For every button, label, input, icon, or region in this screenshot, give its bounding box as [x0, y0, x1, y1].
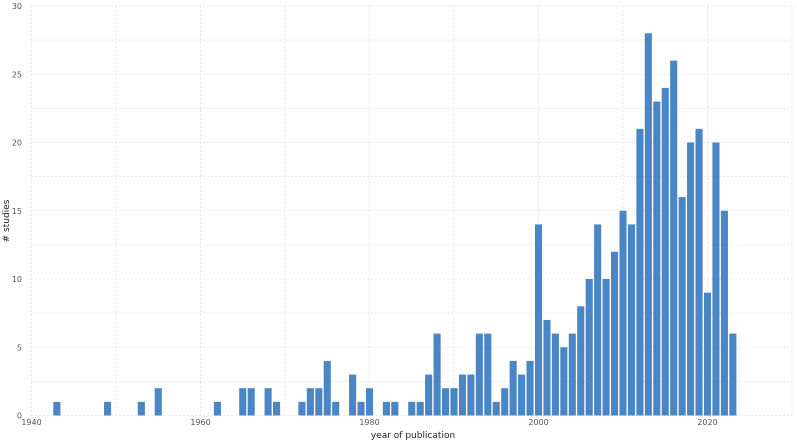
- bars: [53, 33, 737, 416]
- bar: [425, 374, 433, 416]
- bar: [492, 401, 500, 416]
- bar: [349, 374, 357, 416]
- bar: [213, 401, 221, 416]
- y-axis-label: # studies: [2, 199, 12, 242]
- bar: [382, 401, 390, 416]
- bar: [644, 33, 652, 416]
- bar: [442, 388, 450, 416]
- bar: [712, 142, 720, 416]
- x-axis-ticks: 1940 1960 1980 2000 2020: [21, 418, 717, 427]
- x-tick-label: 1980: [359, 418, 379, 427]
- bar: [273, 401, 281, 416]
- bar: [239, 388, 247, 416]
- x-tick-label: 2000: [528, 418, 548, 427]
- bar: [391, 401, 399, 416]
- bar: [298, 401, 306, 416]
- bar: [315, 388, 323, 416]
- bar: [53, 401, 61, 416]
- bar: [687, 142, 695, 416]
- bar: [627, 224, 635, 416]
- y-tick-label: 10: [12, 275, 22, 284]
- bar: [594, 224, 602, 416]
- bar: [636, 128, 644, 416]
- bar: [653, 101, 661, 416]
- bar: [416, 401, 424, 416]
- bar: [365, 388, 374, 416]
- bar: [332, 401, 340, 416]
- bar: [543, 319, 551, 416]
- bar: [264, 388, 272, 416]
- x-tick-label: 1960: [190, 418, 210, 427]
- bar: [526, 360, 534, 416]
- y-tick-label: 30: [12, 2, 22, 11]
- bar: [484, 333, 492, 416]
- bar: [551, 333, 559, 416]
- bar: [568, 333, 576, 416]
- bar: [467, 374, 475, 416]
- bar: [518, 374, 526, 416]
- x-axis-label: year of publication: [371, 431, 455, 441]
- bar: [137, 401, 145, 416]
- bar: [611, 251, 619, 416]
- bar: [602, 279, 610, 416]
- bar: [729, 333, 737, 416]
- bar: [323, 360, 331, 416]
- bar: [703, 292, 712, 416]
- x-tick-label: 1940: [21, 418, 41, 427]
- y-tick-label: 0: [17, 412, 22, 421]
- bar: [306, 388, 314, 416]
- bar: [509, 360, 517, 416]
- bar: [450, 388, 458, 416]
- bar: [534, 224, 543, 416]
- bar: [577, 306, 585, 416]
- bar: [104, 401, 112, 416]
- bar: [720, 210, 728, 416]
- bar: [247, 388, 255, 416]
- bar: [678, 197, 686, 416]
- bar: [661, 87, 669, 416]
- bar: [619, 210, 627, 416]
- bar: [408, 401, 416, 416]
- y-tick-label: 15: [12, 207, 22, 216]
- bar: [154, 388, 162, 416]
- bar: [458, 374, 466, 416]
- bar: [501, 388, 509, 416]
- bar: [670, 60, 678, 416]
- bar: [560, 347, 568, 416]
- y-tick-label: 5: [17, 343, 22, 352]
- bar: [585, 279, 593, 416]
- y-tick-label: 20: [12, 139, 22, 148]
- bar: [695, 128, 703, 416]
- bar: [357, 401, 365, 416]
- x-tick-label: 2020: [697, 418, 717, 427]
- y-axis-ticks: 0 5 10 15 20 25 30: [12, 2, 22, 421]
- bar: [475, 333, 483, 416]
- grid-lines: [31, 5, 793, 416]
- bar: [433, 333, 441, 416]
- y-tick-label: 25: [12, 70, 22, 79]
